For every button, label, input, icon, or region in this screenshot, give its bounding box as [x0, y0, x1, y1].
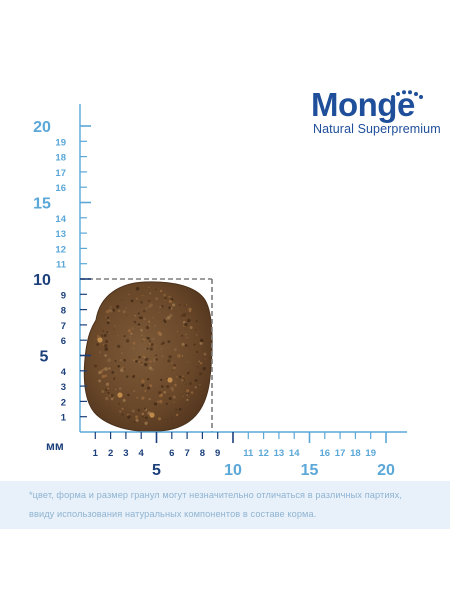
y-tick-label: 3 — [61, 382, 66, 393]
x-tick-label: 15 — [301, 462, 319, 479]
y-tick-label: 7 — [61, 321, 66, 332]
y-tick-label: 12 — [55, 244, 66, 255]
unit-label: мм — [46, 439, 64, 453]
brand-tagline: Natural Superpremium — [313, 122, 441, 136]
y-tick-label: 17 — [55, 168, 66, 179]
y-tick-label: 15 — [33, 196, 51, 213]
y-tick-label: 11 — [56, 260, 67, 271]
x-tick-label: 19 — [365, 448, 376, 459]
x-tick-label: 3 — [123, 448, 128, 459]
x-tick-label: 6 — [169, 448, 174, 459]
x-tick-label: 13 — [274, 448, 285, 459]
x-tick-label: 16 — [320, 448, 331, 459]
x-tick-label: 11 — [243, 448, 254, 459]
x-tick-label: 8 — [200, 448, 205, 459]
y-axis-ticks — [80, 125, 91, 418]
disclaimer-panel — [0, 481, 450, 529]
y-axis-labels: 20 15 10 5 19 18 17 16 14 13 12 11 9 8 7 6 4 3 2 1 — [33, 119, 67, 424]
kibble-image — [83, 281, 213, 433]
x-axis-labels: 5 10 15 201 2 3 4 6 7 8 9 11 12 13 14 16 17 18 19 — [93, 448, 395, 479]
kibble-texture — [94, 286, 207, 425]
y-tick-label: 6 — [61, 336, 66, 347]
y-tick-label: 13 — [55, 229, 66, 240]
x-tick-label: 1 — [93, 448, 99, 459]
y-tick-label: 1 — [61, 413, 67, 424]
y-tick-label: 18 — [55, 153, 66, 164]
x-tick-label: 18 — [350, 448, 361, 459]
x-tick-label: 2 — [108, 448, 113, 459]
disclaimer-line-2: ввиду использования натуральных компонен… — [29, 509, 317, 519]
kibble-shape — [83, 281, 213, 433]
size-guide-frame — [80, 278, 213, 432]
x-tick-label: 14 — [289, 448, 300, 459]
crown-icon — [391, 90, 423, 99]
x-tick-label: 5 — [152, 462, 161, 479]
x-tick-label: 7 — [184, 448, 189, 459]
y-tick-label: 14 — [55, 214, 66, 225]
y-tick-label: 9 — [61, 290, 66, 301]
y-tick-label: 10 — [33, 272, 51, 289]
y-tick-label: 8 — [61, 306, 66, 317]
y-tick-label: 16 — [55, 183, 66, 194]
y-tick-label: 4 — [61, 367, 67, 378]
x-axis-ticks — [94, 432, 387, 443]
y-tick-label: 19 — [55, 137, 66, 148]
x-tick-label: 4 — [139, 448, 145, 459]
x-tick-label: 17 — [335, 448, 346, 459]
disclaimer-line-1: *цвет, форма и размер гранул могут незна… — [29, 490, 402, 500]
x-tick-label: 12 — [258, 448, 269, 459]
x-tick-label: 20 — [377, 462, 395, 479]
y-tick-label: 5 — [40, 349, 49, 366]
y-tick-label: 20 — [33, 119, 51, 136]
x-tick-label: 9 — [215, 448, 220, 459]
y-tick-label: 2 — [61, 397, 66, 408]
x-tick-label: 10 — [224, 462, 242, 479]
